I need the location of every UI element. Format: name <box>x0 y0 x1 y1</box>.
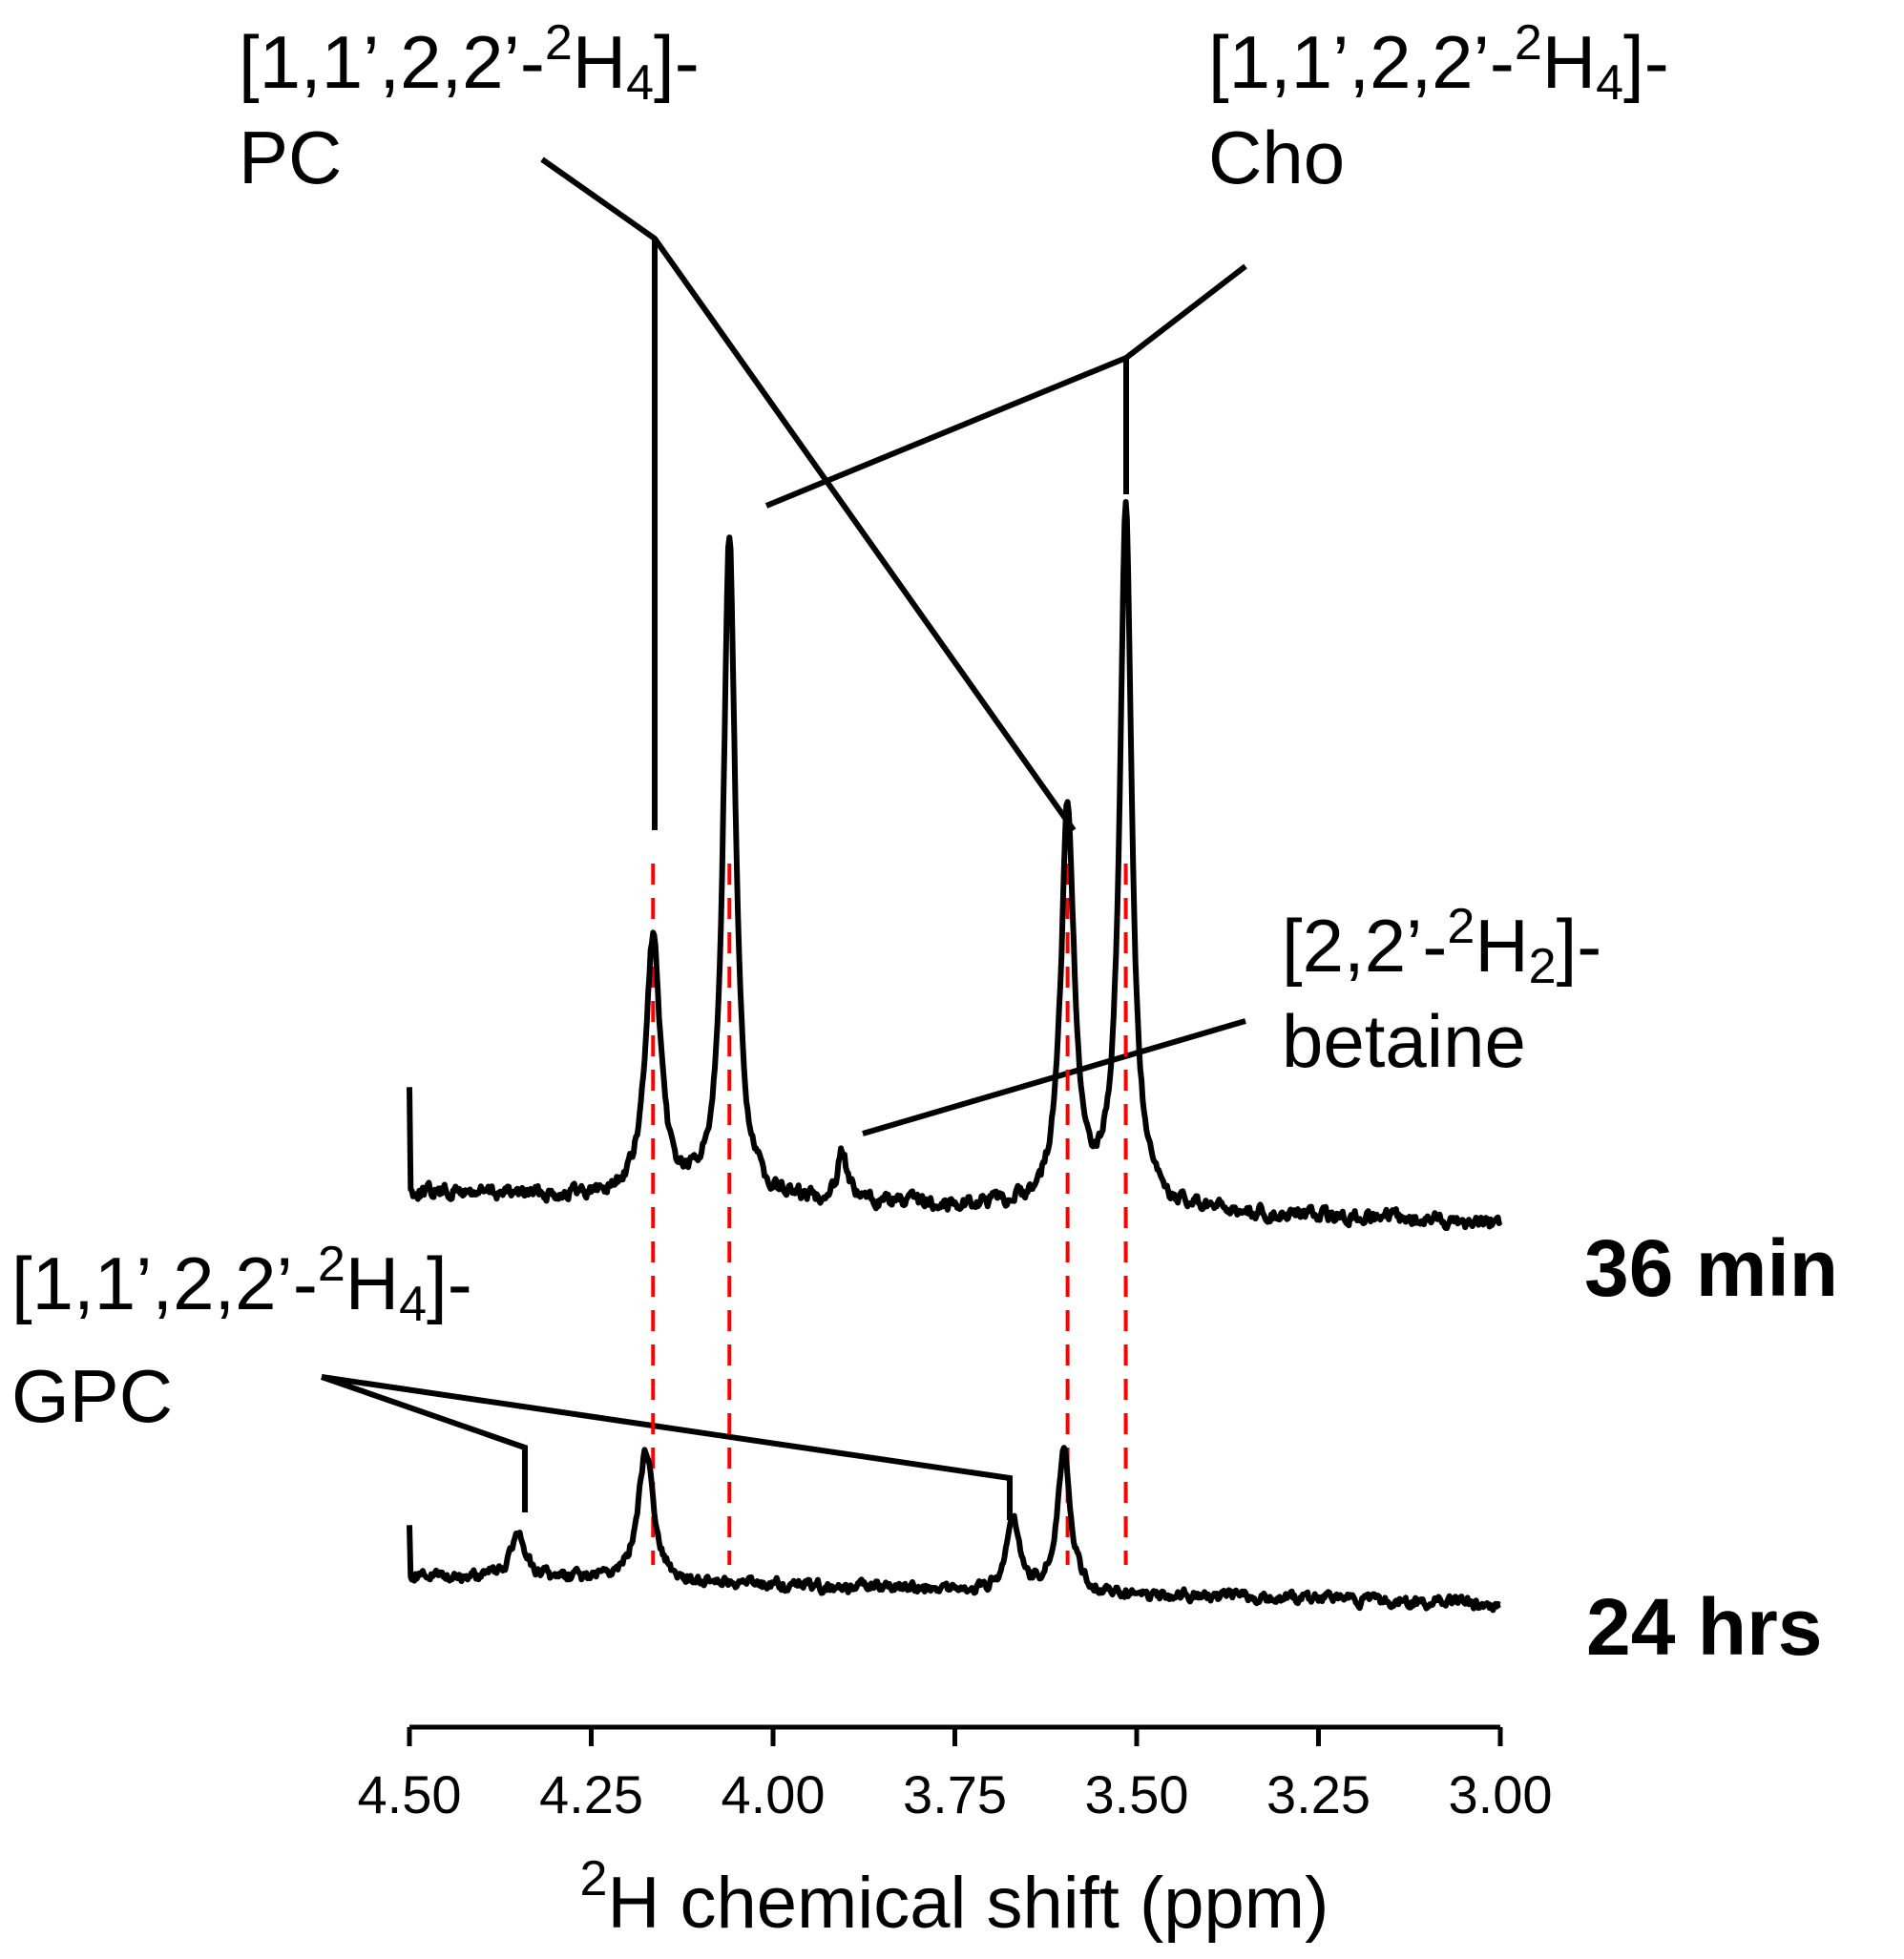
annotation-betaine-line1: [2,2’-2H2]- <box>1282 899 1601 994</box>
spectra <box>407 499 1503 1614</box>
x-axis-title: 2H chemical shift (ppm) <box>580 1851 1329 1944</box>
x-tick-label: 4.25 <box>539 1764 643 1824</box>
annotation-cho-line1: [1,1’,2,2’-2H4]- <box>1208 15 1669 111</box>
annotation-cho-line2: Cho <box>1208 115 1345 199</box>
gpc-leader-right <box>321 1374 1013 1520</box>
reference-lines <box>651 864 1128 1565</box>
trace-label-36min: 36 min <box>1584 1223 1838 1313</box>
x-tick-label: 4.00 <box>722 1764 826 1824</box>
spectrum-trace-36min <box>407 499 1503 1231</box>
annotation-pc-line1: [1,1’,2,2’-2H4]- <box>239 15 700 111</box>
cho-leader <box>764 263 1247 509</box>
annotation-gpc-line1: [1,1’,2,2’-2H4]- <box>11 1237 472 1332</box>
pc-leader <box>540 156 1077 832</box>
x-tick-label: 3.25 <box>1266 1764 1370 1824</box>
trace-label-24hrs: 24 hrs <box>1586 1582 1823 1672</box>
spectrum-trace-24hrs <box>407 1445 1502 1614</box>
x-axis-title-text: H chemical shift (ppm) <box>607 1863 1329 1944</box>
annotation-gpc-line2: GPC <box>11 1354 173 1438</box>
x-axis: 4.50 4.25 4.00 3.75 3.50 3.25 3.00 <box>358 1724 1553 1824</box>
gpc-leader <box>321 1374 528 1512</box>
x-axis-title-sup: 2 <box>580 1851 608 1907</box>
x-tick-label: 3.00 <box>1449 1764 1553 1824</box>
x-tick-label: 3.50 <box>1085 1764 1189 1824</box>
x-tick-label: 4.50 <box>358 1764 462 1824</box>
x-tick-label: 3.75 <box>903 1764 1007 1824</box>
annotation-betaine-line2: betaine <box>1282 999 1526 1083</box>
annotation-pc-line2: PC <box>239 115 342 199</box>
